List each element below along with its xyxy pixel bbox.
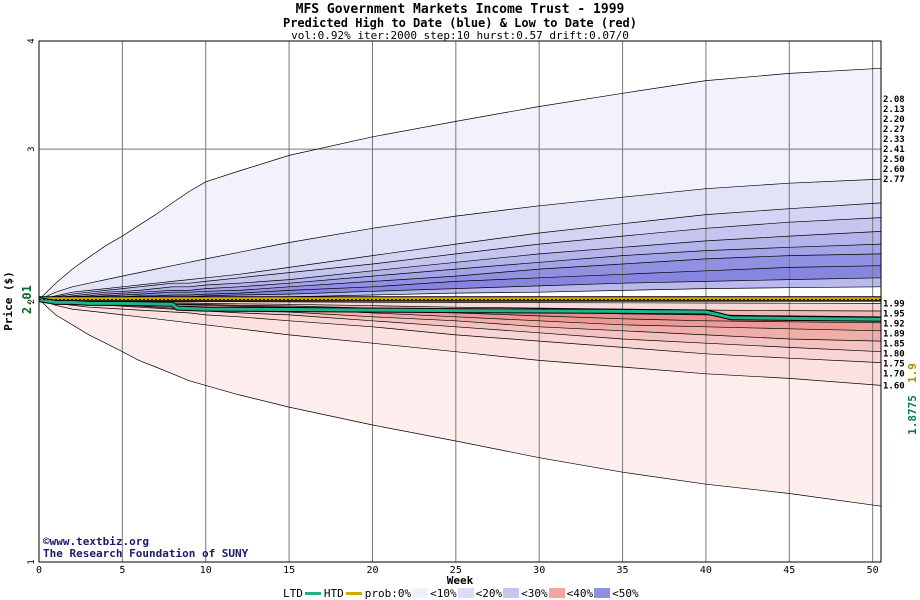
- legend-swatch-10: [412, 588, 429, 598]
- low-end-label-3: 1.92: [883, 319, 905, 329]
- band-boundary-5: [38, 231, 882, 300]
- chart-subtitle: Predicted High to Date (blue) & Low to D…: [282, 16, 637, 30]
- axes: 0 5 10 15 20 25 30 35 40 45 50 1 2 3 4 2.01 Week Price ($…: [2, 38, 919, 587]
- chart-params: vol:0.92% iter:2000 step:10 hurst:0.57 d…: [291, 29, 629, 42]
- legend-swatch-30: [503, 588, 520, 598]
- x-tick-label-35: 35: [617, 565, 629, 576]
- low-band-3: [39, 299, 881, 363]
- right-label-ltd: 1.8775: [906, 395, 919, 435]
- y-tick-label-2: 2: [27, 299, 37, 304]
- legend-htd-label: HTD: [323, 586, 344, 600]
- legend-swatch-40: [548, 588, 565, 598]
- low-end-label-9: 1.60: [883, 381, 905, 391]
- x-axis-title: Week: [447, 574, 474, 587]
- probability-bands: [39, 41, 881, 562]
- low-end-label-8: 1.70: [883, 369, 905, 379]
- band-boundary-2: [38, 178, 882, 300]
- band-boundary-1: [38, 67, 882, 300]
- legend-p40: <40%: [566, 586, 594, 600]
- y-tick-label-1: 1: [27, 559, 37, 564]
- credit-org: The Research Foundation of SUNY: [43, 547, 249, 560]
- chart-title: MFS Government Markets Income Trust - 19…: [295, 2, 625, 17]
- low-band-2: [39, 299, 881, 386]
- credit-site[interactable]: ©www.textbiz.org: [43, 535, 149, 548]
- low-end-label-2: 1.95: [883, 309, 905, 319]
- legend-prob-label: prob:0%: [364, 586, 412, 600]
- right-label-htd: 1.9: [906, 363, 919, 383]
- end-labels: 2.772.602.502.412.332.272.202.132.08 1.99…: [883, 95, 905, 391]
- high-end-label-8: 2.13: [883, 105, 905, 115]
- band-boundary-12: [38, 299, 882, 386]
- current-price-label: 2.01: [20, 285, 34, 314]
- x-tick-label-15: 15: [283, 565, 295, 576]
- x-tick-label-30: 30: [533, 565, 545, 576]
- band-boundary-4: [38, 217, 882, 300]
- low-band-1: [39, 299, 881, 507]
- x-tick-label-50: 50: [867, 565, 879, 576]
- high-end-label-7: 2.20: [883, 115, 905, 125]
- band-boundary-3: [38, 202, 882, 300]
- legend-p30: <30%: [521, 586, 548, 600]
- band-boundary-6: [38, 243, 882, 300]
- legend-swatch-20: [457, 588, 474, 598]
- high-end-label-1: 2.77: [883, 175, 905, 185]
- x-tick-label-0: 0: [36, 565, 42, 576]
- high-end-label-6: 2.27: [883, 125, 905, 135]
- band-boundary-11: [38, 299, 882, 507]
- high-band-2: [39, 179, 881, 300]
- band-boundary-13: [38, 299, 882, 363]
- legend-p20: <20%: [475, 586, 503, 600]
- y-tick-label-3: 3: [27, 146, 37, 151]
- x-tick-label-5: 5: [119, 565, 125, 576]
- high-end-label-2: 2.60: [883, 165, 905, 175]
- series-lines: [38, 67, 882, 507]
- legend-p10: <10%: [430, 586, 457, 600]
- low-end-label-6: 1.80: [883, 349, 905, 359]
- x-tick-label-45: 45: [783, 565, 795, 576]
- high-end-label-9: 2.08: [883, 95, 905, 105]
- low-band-9: [39, 299, 881, 311]
- high-band-6: [39, 244, 881, 300]
- high-end-label-5: 2.33: [883, 135, 905, 145]
- low-end-label-1: 1.99: [883, 299, 905, 309]
- low-end-label-4: 1.89: [883, 329, 905, 339]
- title-block: MFS Government Markets Income Trust - 19…: [0, 2, 920, 42]
- legend-p50: <50%: [612, 586, 639, 600]
- x-tick-label-40: 40: [700, 565, 712, 576]
- high-band-7: [39, 253, 881, 300]
- ltd-line: [38, 298, 882, 321]
- legend-ltd-swatch: [304, 591, 321, 595]
- high-end-label-3: 2.50: [883, 155, 905, 165]
- legend-swatch-50: [594, 588, 611, 598]
- high-band-8: [39, 265, 881, 300]
- x-tick-label-25: 25: [450, 565, 462, 576]
- x-tick-label-20: 20: [366, 565, 378, 576]
- legend-htd-swatch: [345, 591, 362, 595]
- y-tick-label-4: 4: [27, 38, 37, 43]
- legend-ltd-label: LTD: [283, 586, 303, 600]
- legend: LTD HTD prob:0% <10% <20% <30% <40% <50%: [283, 586, 639, 600]
- high-end-label-4: 2.41: [883, 145, 905, 155]
- low-band-4: [39, 299, 881, 352]
- y-axis-title: Price ($): [2, 271, 15, 331]
- x-tick-label-10: 10: [200, 565, 212, 576]
- low-end-label-7: 1.75: [883, 359, 905, 369]
- high-band-1: [39, 68, 881, 300]
- plot-frame: [38, 40, 882, 563]
- low-end-label-5: 1.85: [883, 339, 905, 349]
- high-band-3: [39, 202, 881, 300]
- high-band-4: [39, 217, 881, 300]
